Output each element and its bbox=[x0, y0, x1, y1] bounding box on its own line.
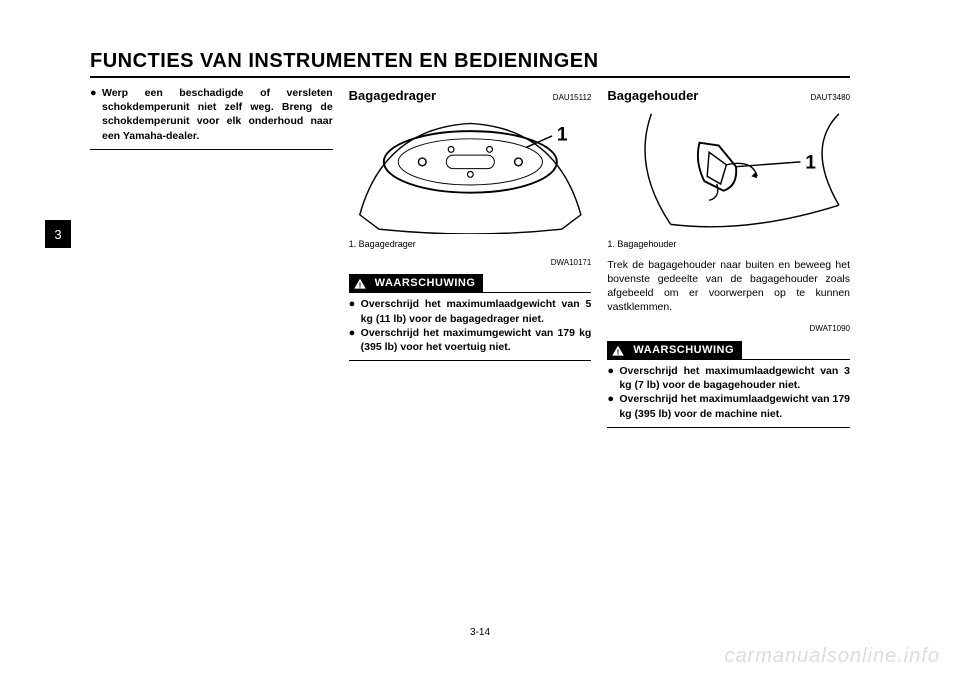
col3-paragraph: Trek de bagagehouder naar buiten en bewe… bbox=[607, 258, 850, 315]
col2-caption: 1. Bagagedrager bbox=[349, 238, 592, 250]
col2-figure: 1 bbox=[349, 109, 592, 234]
col3-caption: 1. Bagagehouder bbox=[607, 238, 850, 250]
col3-warning-box: ! WAARSCHUWING bbox=[607, 341, 850, 360]
svg-text:1: 1 bbox=[557, 124, 568, 145]
col3-ref2: DWAT1090 bbox=[607, 324, 850, 335]
col2-ref1: DAU15112 bbox=[436, 93, 591, 104]
col3-title: Bagagehouder bbox=[607, 87, 698, 105]
col3-warning-bullets: ● Overschrijd het maximumlaadge­wicht va… bbox=[607, 364, 850, 428]
list-item: ● Werp een beschadigde of versle­ten sch… bbox=[90, 86, 333, 143]
col2-bullet-1: Overschrijd het maximumlaadge­wicht van … bbox=[361, 297, 592, 325]
list-item: ● Overschrijd het maximumlaadge­wicht va… bbox=[607, 364, 850, 392]
col2-warning-label: WAARSCHUWING bbox=[371, 274, 484, 293]
bullet-icon: ● bbox=[607, 364, 619, 392]
bullet-icon: ● bbox=[349, 297, 361, 325]
col2-bullet-2: Overschrijd het maximumgewicht van 179 k… bbox=[361, 326, 592, 354]
page-title: FUNCTIES VAN INSTRUMENTEN EN BEDIENINGEN bbox=[90, 50, 850, 78]
warning-triangle-icon: ! bbox=[349, 274, 371, 293]
svg-text:!: ! bbox=[358, 280, 361, 289]
col2-warning-box: ! WAARSCHUWING bbox=[349, 274, 592, 293]
warning-rule bbox=[483, 292, 591, 293]
col1-bullet-block: ● Werp een beschadigde of versle­ten sch… bbox=[90, 86, 333, 150]
luggage-rack-icon: 1 bbox=[349, 109, 592, 234]
col2-ref2: DWA10171 bbox=[349, 258, 592, 269]
chapter-tab: 3 bbox=[45, 220, 71, 248]
list-item: ● Overschrijd het maximumgewicht van 179… bbox=[349, 326, 592, 354]
bullet-icon: ● bbox=[90, 86, 102, 143]
svg-text:1: 1 bbox=[806, 152, 817, 173]
column-2: Bagagedrager DAU15112 1 1. bbox=[349, 86, 592, 428]
content-columns: ● Werp een beschadigde of versle­ten sch… bbox=[90, 86, 850, 428]
watermark: carmanualsonline.info bbox=[724, 645, 940, 668]
bullet-icon: ● bbox=[607, 392, 619, 420]
page: 3 FUNCTIES VAN INSTRUMENTEN EN BEDIENING… bbox=[0, 0, 960, 678]
luggage-hook-icon: 1 bbox=[607, 109, 850, 234]
bullet-icon: ● bbox=[349, 326, 361, 354]
col3-figure: 1 bbox=[607, 109, 850, 234]
col1-bullet-text: Werp een beschadigde of versle­ten schok… bbox=[102, 86, 333, 143]
column-1: ● Werp een beschadigde of versle­ten sch… bbox=[90, 86, 333, 428]
col2-warning-bullets: ● Overschrijd het maximumlaadge­wicht va… bbox=[349, 297, 592, 361]
warning-rule bbox=[742, 359, 850, 360]
col2-title: Bagagedrager bbox=[349, 87, 436, 105]
col3-bullet-2: Overschrijd het maximumlaadge­wicht van … bbox=[619, 392, 850, 420]
list-item: ● Overschrijd het maximumlaadge­wicht va… bbox=[349, 297, 592, 325]
svg-text:!: ! bbox=[617, 347, 620, 356]
col3-warning-label: WAARSCHUWING bbox=[629, 341, 742, 360]
page-number: 3-14 bbox=[0, 627, 960, 638]
warning-triangle-icon: ! bbox=[607, 341, 629, 360]
column-3: Bagagehouder DAUT3480 1 1. bbox=[607, 86, 850, 428]
list-item: ● Overschrijd het maximumlaadge­wicht va… bbox=[607, 392, 850, 420]
col2-header: Bagagedrager DAU15112 bbox=[349, 86, 592, 105]
col3-ref1: DAUT3480 bbox=[698, 93, 850, 104]
col3-bullet-1: Overschrijd het maximumlaadge­wicht van … bbox=[619, 364, 850, 392]
col3-header: Bagagehouder DAUT3480 bbox=[607, 86, 850, 105]
